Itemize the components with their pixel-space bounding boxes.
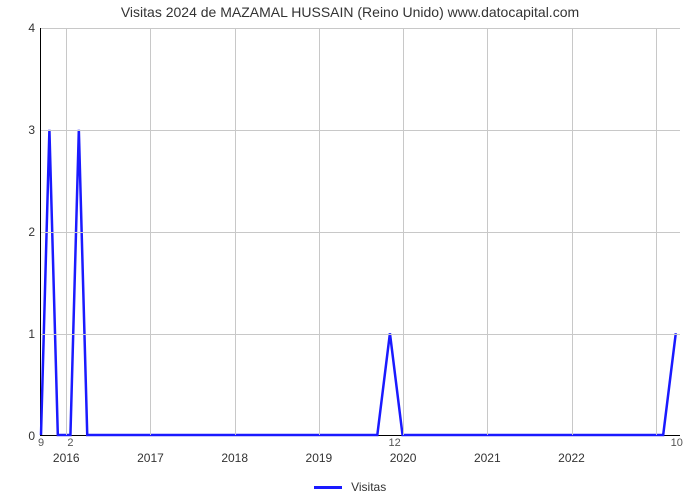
y-tick-label: 2	[28, 225, 35, 239]
legend-label: Visitas	[351, 480, 386, 494]
y-tick-label: 1	[28, 327, 35, 341]
x-tick-label: 2017	[137, 451, 164, 465]
y-tick-label: 0	[28, 429, 35, 443]
gridline-horizontal	[41, 334, 680, 335]
x-tick-label: 2020	[390, 451, 417, 465]
gridline-horizontal	[41, 130, 680, 131]
gridline-horizontal	[41, 28, 680, 29]
x-tick-label: 2022	[558, 451, 585, 465]
legend-swatch	[314, 486, 342, 489]
y-tick-label: 3	[28, 123, 35, 137]
x-tick-label: 2018	[221, 451, 248, 465]
plot-area: 012342016201720182019202020212022921210	[40, 28, 680, 436]
gridline-horizontal	[41, 232, 680, 233]
x-annotation: 12	[389, 437, 401, 449]
chart-title: Visitas 2024 de MAZAMAL HUSSAIN (Reino U…	[0, 4, 700, 20]
x-annotation: 9	[38, 437, 44, 449]
x-annotation: 10	[671, 437, 683, 449]
x-tick-label: 2021	[474, 451, 501, 465]
x-tick-label: 2019	[306, 451, 333, 465]
x-annotation: 2	[67, 437, 73, 449]
y-tick-label: 4	[28, 21, 35, 35]
x-tick-label: 2016	[53, 451, 80, 465]
chart-container: Visitas 2024 de MAZAMAL HUSSAIN (Reino U…	[0, 0, 700, 500]
legend: Visitas	[0, 480, 700, 494]
